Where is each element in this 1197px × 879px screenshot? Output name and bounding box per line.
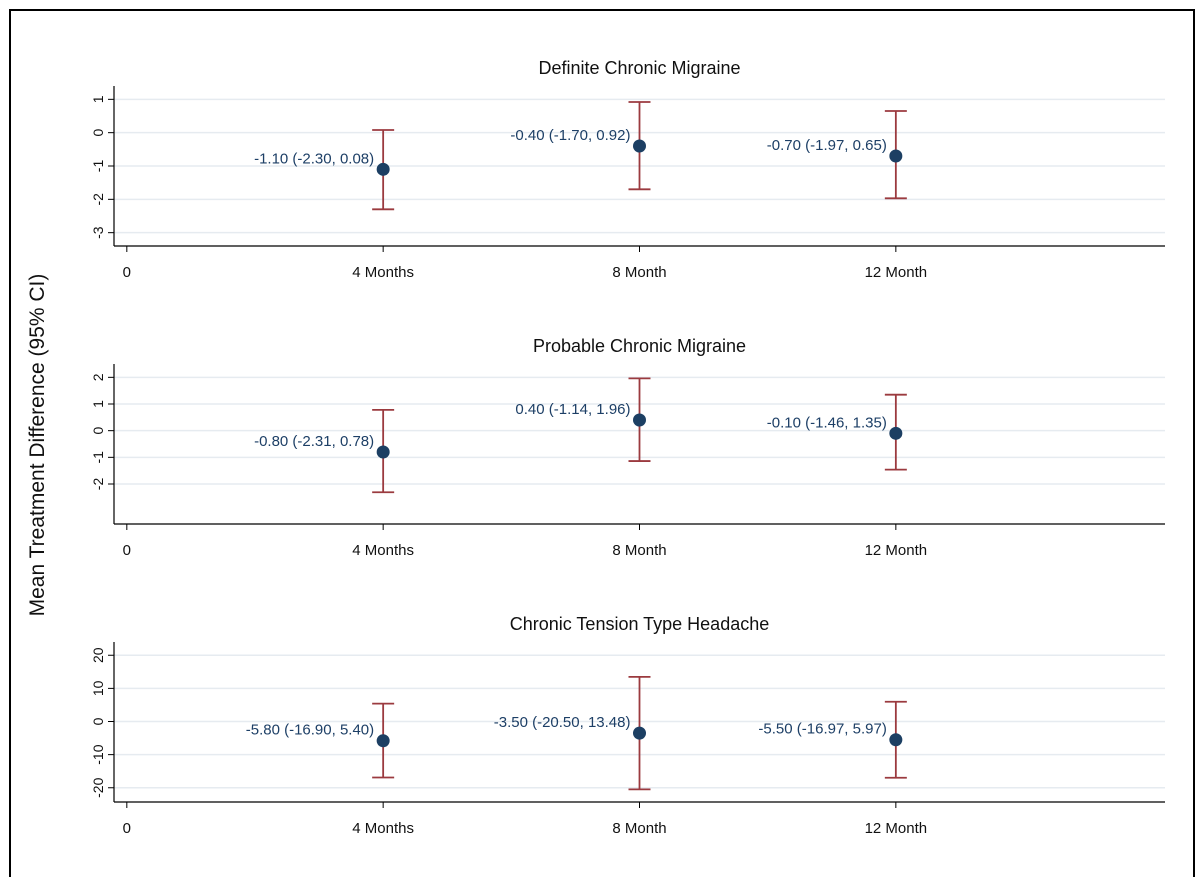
- x-tick-label: 0: [123, 264, 131, 281]
- y-tick-label: -1: [90, 160, 106, 173]
- x-tick-label: 12 Month: [865, 542, 928, 559]
- estimate-point: [376, 445, 390, 459]
- estimate-label: -5.50 (-16.97, 5.97): [758, 721, 886, 738]
- x-tick-label: 0: [123, 542, 131, 559]
- x-tick-label: 0: [123, 820, 131, 837]
- estimate-point: [633, 413, 646, 427]
- y-tick-label: -20: [90, 777, 106, 797]
- estimate-point: [889, 426, 903, 440]
- estimate-label: -0.80 (-2.31, 0.78): [254, 433, 374, 450]
- estimate-point: [633, 726, 646, 740]
- estimate-label: -3.50 (-20.50, 13.48): [494, 714, 631, 731]
- y-tick-label: -2: [90, 478, 106, 491]
- figure-frame: [9, 9, 1195, 877]
- x-tick-label: 8 Month: [612, 542, 666, 559]
- estimate-label: -0.40 (-1.70, 0.92): [510, 127, 630, 144]
- estimate-label: -0.70 (-1.97, 0.65): [767, 137, 887, 154]
- estimate-label: 0.40 (-1.14, 1.96): [515, 401, 630, 418]
- y-tick-label: 0: [90, 717, 106, 725]
- x-tick-label: 8 Month: [612, 820, 666, 837]
- estimate-point: [889, 149, 903, 163]
- panel-title: Probable Chronic Migraine: [533, 336, 746, 356]
- x-tick-label: 12 Month: [865, 264, 928, 281]
- y-tick-label: 20: [90, 647, 106, 663]
- estimate-point: [889, 733, 903, 747]
- y-tick-label: -1: [90, 451, 106, 464]
- y-tick-label: 10: [90, 680, 106, 696]
- panel-title: Chronic Tension Type Headache: [510, 614, 770, 634]
- estimate-label: -0.10 (-1.46, 1.35): [767, 414, 887, 431]
- x-tick-label: 4 Months: [352, 264, 414, 281]
- y-tick-label: -3: [90, 226, 106, 239]
- panel-title: Definite Chronic Migraine: [538, 58, 740, 78]
- y-tick-label: -2: [90, 193, 106, 206]
- estimate-point: [376, 734, 390, 748]
- x-tick-label: 8 Month: [612, 264, 666, 281]
- x-tick-label: 4 Months: [352, 820, 414, 837]
- y-tick-label: 0: [90, 129, 106, 137]
- estimate-label: -5.80 (-16.90, 5.40): [246, 722, 374, 739]
- estimate-point: [376, 162, 390, 176]
- y-tick-label: 0: [90, 427, 106, 435]
- estimate-point: [633, 139, 646, 153]
- x-tick-label: 4 Months: [352, 542, 414, 559]
- y-tick-label: 1: [90, 400, 106, 408]
- estimate-label: -1.10 (-2.30, 0.08): [254, 150, 374, 167]
- y-tick-label: -10: [90, 744, 106, 764]
- y-tick-label: 2: [90, 373, 106, 381]
- x-tick-label: 12 Month: [865, 820, 928, 837]
- y-tick-label: 1: [90, 95, 106, 103]
